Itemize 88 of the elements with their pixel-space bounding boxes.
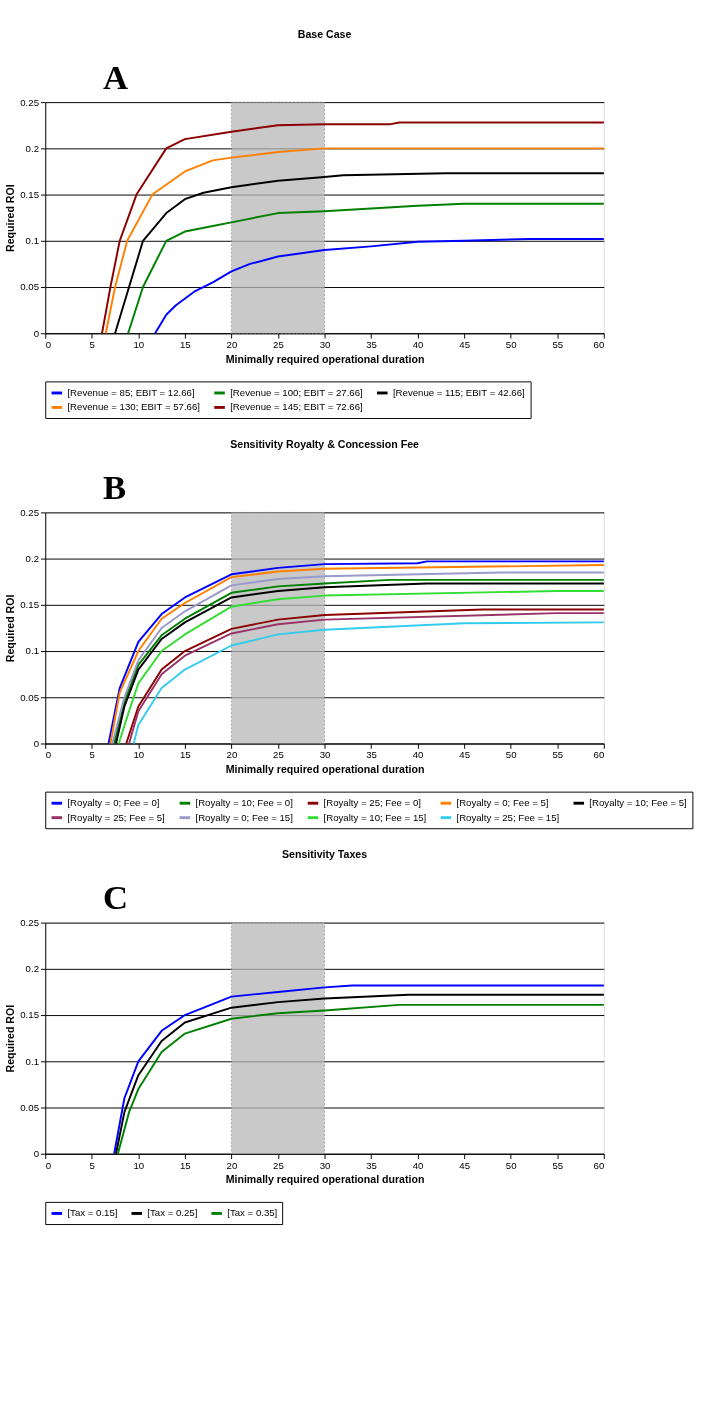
legend-label: [Royalty = 25; Fee = 5] [67,811,165,823]
x-tick-label: 5 [89,339,95,351]
x-tick-label: 15 [180,339,191,351]
legend-label: [Royalty = 25; Fee = 0] [323,797,421,809]
x-tick-label: 5 [89,749,95,761]
legend-label: [Revenue = 85; EBIT = 12.66] [67,386,195,398]
x-tick-label: 10 [133,339,145,351]
x-tick-label: 25 [273,339,284,351]
legend-label: [Revenue = 115; EBIT = 42.66] [392,386,525,398]
legend-label: [Royalty = 10; Fee = 5] [589,797,687,809]
text: C [103,878,129,917]
x-tick-label: 55 [552,339,564,351]
x-tick-label: 45 [459,1159,471,1171]
x-tick-label: 20 [226,339,238,351]
x-tick-label: 30 [319,339,331,351]
y-tick-label: 0 [33,1148,39,1160]
y-axis-title: Required ROI [4,594,17,663]
x-tick-label: 55 [552,749,564,761]
y-tick-label: 0.05 [20,691,39,703]
y-tick-label: 0.1 [25,645,39,657]
y-axis-title: Required ROI [4,1004,17,1073]
x-tick-label: 60 [593,749,605,761]
chart-title: Base Case [297,27,352,40]
x-tick-label: 0 [45,339,52,351]
y-tick-label: 0.2 [25,963,39,975]
legend-label: [Tax = 0.35] [227,1207,278,1219]
legend-label: [Royalty = 10; Fee = 15] [323,811,427,823]
text: B [103,467,127,506]
chart-title: Sensitivity Taxes [282,848,368,861]
x-tick-label: 25 [273,1159,284,1171]
x-tick-label: 35 [366,1159,377,1171]
y-tick-label: 0.15 [20,599,39,611]
y-tick-label: 0.25 [20,917,39,928]
y-tick-label: 0.2 [25,552,39,564]
legend-label: [Revenue = 145; EBIT = 72.66] [230,401,363,413]
x-tick-label: 15 [180,1159,191,1171]
x-tick-label: 0 [45,749,52,761]
x-tick-label: 40 [412,1159,424,1171]
y-axis-title: Required ROI [4,184,17,252]
legend-label: [Tax = 0.15] [67,1207,118,1219]
y-tick-label: 0.25 [20,96,39,108]
chart-title: Sensitivity Royalty & Concession Fee [230,437,419,450]
legend-label: [Royalty = 25; Fee = 15] [456,811,560,823]
legend-label: [Royalty = 0; Fee = 15] [195,811,293,823]
x-tick-label: 40 [412,339,424,351]
x-tick-label: 25 [273,749,284,761]
legend-label: [Royalty = 0; Fee = 0] [67,797,160,809]
x-tick-label: 45 [459,339,471,351]
x-tick-label: 35 [366,749,377,761]
x-tick-label: 30 [319,1159,331,1171]
x-axis-title: Minimally required operational duration [225,1173,425,1186]
legend-label: [Royalty = 10; Fee = 0] [195,797,293,809]
x-tick-label: 35 [366,339,377,351]
y-tick-label: 0.05 [20,281,39,293]
x-tick-label: 15 [180,749,191,761]
x-tick-label: 60 [593,339,605,351]
text: A [103,57,129,96]
x-tick-label: 20 [226,749,238,761]
line-series [154,237,605,335]
x-tick-label: 30 [319,749,331,761]
y-tick-label: 0 [33,327,39,339]
line-series [127,202,605,335]
x-tick-label: 45 [459,749,471,761]
x-tick-label: 55 [552,1159,564,1171]
legend-label: [Revenue = 100; EBIT = 27.66] [230,386,363,398]
legend-label: [Tax = 0.25] [147,1207,198,1219]
legend-label: [Revenue = 130; EBIT = 57.66] [67,401,200,413]
x-tick-label: 10 [133,749,145,761]
x-tick-label: 50 [505,1159,517,1171]
y-tick-label: 0 [33,737,39,749]
legend-label: [Royalty = 0; Fee = 5] [456,797,549,809]
y-tick-label: 0.05 [20,1101,39,1113]
y-tick-label: 0.1 [25,1055,39,1067]
x-tick-label: 40 [412,749,424,761]
y-tick-label: 0.25 [20,506,39,518]
x-tick-label: 0 [45,1159,52,1171]
y-tick-label: 0.2 [25,142,39,154]
x-axis-title: Minimally required operational duration [225,762,425,775]
x-tick-label: 10 [133,1159,145,1171]
x-tick-label: 5 [89,1159,95,1171]
y-tick-label: 0.1 [25,235,39,247]
y-tick-label: 0.15 [20,1009,39,1021]
x-axis-title: Minimally required operational duration [225,352,425,365]
x-tick-label: 50 [505,749,517,761]
x-tick-label: 20 [226,1159,238,1171]
x-tick-label: 50 [505,339,517,351]
y-tick-label: 0.15 [20,188,39,200]
x-tick-label: 60 [593,1159,605,1171]
